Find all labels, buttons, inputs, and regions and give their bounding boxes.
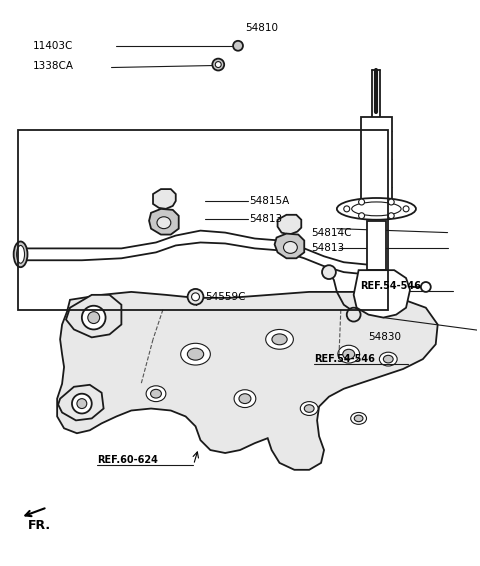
Polygon shape (57, 292, 438, 470)
Ellipse shape (13, 242, 27, 267)
Text: REF.54-546: REF.54-546 (360, 281, 421, 291)
Circle shape (233, 41, 243, 51)
Ellipse shape (151, 389, 161, 398)
Ellipse shape (354, 415, 363, 422)
Ellipse shape (157, 217, 171, 229)
Ellipse shape (379, 352, 397, 366)
Circle shape (88, 312, 100, 324)
Polygon shape (360, 117, 392, 201)
Text: 1338CA: 1338CA (33, 61, 73, 71)
Circle shape (216, 62, 221, 67)
Circle shape (388, 199, 394, 205)
Text: REF.54-546: REF.54-546 (314, 354, 375, 364)
Ellipse shape (304, 405, 314, 413)
Ellipse shape (17, 246, 24, 263)
Circle shape (359, 199, 364, 205)
Text: REF.60-624: REF.60-624 (96, 455, 157, 465)
Circle shape (421, 282, 431, 292)
Text: 54810: 54810 (245, 23, 278, 33)
Circle shape (188, 289, 204, 305)
Circle shape (344, 206, 350, 212)
Ellipse shape (300, 402, 318, 415)
Polygon shape (58, 385, 104, 421)
Circle shape (388, 213, 394, 218)
Ellipse shape (272, 334, 287, 345)
Ellipse shape (180, 344, 210, 365)
Ellipse shape (234, 390, 256, 408)
Bar (18, 130, 388, 310)
Ellipse shape (337, 198, 416, 220)
Ellipse shape (266, 329, 293, 349)
Text: 54559C: 54559C (205, 292, 246, 302)
Circle shape (403, 206, 409, 212)
Ellipse shape (146, 386, 166, 402)
Polygon shape (149, 209, 179, 234)
Ellipse shape (351, 413, 367, 424)
Circle shape (192, 293, 200, 301)
Ellipse shape (187, 348, 204, 360)
Ellipse shape (284, 242, 297, 254)
Text: 54813: 54813 (311, 243, 344, 254)
Polygon shape (153, 189, 176, 209)
Circle shape (72, 394, 92, 414)
Ellipse shape (239, 394, 251, 404)
Text: 54813: 54813 (249, 214, 282, 224)
Polygon shape (66, 295, 121, 337)
Polygon shape (367, 221, 386, 270)
Text: 54814C: 54814C (311, 228, 352, 238)
Ellipse shape (384, 355, 393, 363)
Text: 54815A: 54815A (249, 196, 289, 206)
Circle shape (212, 59, 224, 71)
Circle shape (82, 306, 106, 329)
Ellipse shape (352, 202, 401, 216)
Ellipse shape (343, 349, 355, 359)
Circle shape (359, 213, 364, 218)
Circle shape (347, 308, 360, 321)
Circle shape (322, 265, 336, 279)
Text: 11403C: 11403C (33, 41, 73, 51)
Circle shape (77, 398, 87, 409)
Polygon shape (354, 270, 410, 318)
Text: 54830: 54830 (369, 332, 401, 342)
Ellipse shape (338, 345, 360, 363)
Polygon shape (277, 215, 301, 234)
Polygon shape (275, 234, 304, 258)
Text: FR.: FR. (27, 519, 50, 532)
